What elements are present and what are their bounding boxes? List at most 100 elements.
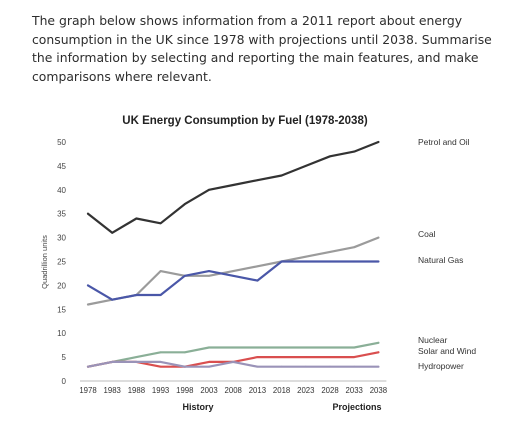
- data-point: [329, 365, 331, 368]
- series-label: Nuclear: [418, 335, 447, 345]
- data-point: [183, 203, 186, 206]
- y-tick-label: 25: [57, 258, 66, 267]
- x-tick-label: 1978: [79, 386, 96, 395]
- series-lines: [86, 140, 380, 368]
- data-point: [111, 231, 114, 234]
- data-point: [353, 246, 356, 249]
- series-label: Solar and Wind: [418, 346, 476, 356]
- data-point: [353, 150, 356, 153]
- x-tick-label: 2023: [297, 386, 314, 395]
- data-point: [87, 212, 89, 215]
- x-tick-label: 1993: [152, 386, 169, 395]
- series-label: Hydropower: [418, 361, 464, 371]
- y-tick-label: 0: [62, 377, 67, 386]
- data-point: [329, 260, 331, 263]
- data-point: [377, 341, 380, 344]
- x-tick-label: 1998: [176, 386, 193, 395]
- data-point: [232, 346, 235, 349]
- data-point: [304, 255, 307, 258]
- data-point: [256, 279, 259, 282]
- data-point: [280, 346, 283, 349]
- data-point: [329, 251, 331, 253]
- data-point: [232, 360, 235, 363]
- data-point: [377, 141, 380, 143]
- x-tick-label: 1983: [104, 386, 121, 395]
- data-point: [353, 356, 356, 358]
- data-point: [256, 179, 259, 182]
- data-point: [280, 174, 283, 177]
- y-tick-label: 15: [57, 305, 66, 314]
- data-point: [256, 265, 259, 268]
- data-point: [208, 346, 210, 349]
- data-point: [353, 346, 356, 349]
- data-point: [183, 351, 186, 354]
- x-tick-label: 2028: [321, 386, 338, 395]
- chart-title: UK Energy Consumption by Fuel (1978-2038…: [122, 115, 368, 127]
- x-tick-label: 2003: [200, 386, 217, 395]
- x-tick-label: 2018: [273, 386, 290, 395]
- task-prompt: The graph below shows information from a…: [32, 13, 492, 84]
- data-point: [135, 217, 138, 220]
- data-point: [159, 360, 162, 363]
- data-point: [87, 365, 89, 368]
- data-point: [183, 274, 186, 277]
- tick-labels: 0 5 10 15 20 25 30 35 40 45 50 1978 1983 1988 1993 1998…: [57, 138, 387, 395]
- data-point: [159, 351, 162, 354]
- data-point: [329, 155, 331, 158]
- data-point: [232, 270, 235, 272]
- data-point: [111, 298, 114, 301]
- data-point: [183, 365, 186, 368]
- data-point: [159, 294, 162, 296]
- series-label: Coal: [418, 229, 436, 239]
- data-point: [232, 274, 235, 277]
- data-point: [256, 365, 259, 368]
- data-point: [159, 270, 162, 272]
- series-label: Natural Gas: [418, 255, 463, 265]
- y-tick-label: 20: [57, 281, 66, 290]
- data-point: [280, 356, 283, 358]
- data-point: [304, 260, 307, 263]
- data-point: [353, 260, 356, 263]
- series-line-petrol-and-oil: [86, 140, 380, 234]
- series-label: Petrol and Oil: [418, 137, 470, 147]
- data-point: [304, 165, 307, 167]
- data-point: [304, 356, 307, 358]
- data-point: [135, 360, 138, 363]
- data-point: [208, 365, 210, 368]
- data-point: [377, 260, 380, 263]
- data-point: [208, 188, 210, 191]
- data-point: [377, 236, 380, 239]
- data-point: [280, 260, 283, 263]
- x-tick-label: 1988: [128, 386, 145, 395]
- y-axis-label: Quadrillion units: [40, 235, 49, 289]
- data-point: [159, 365, 162, 368]
- data-point: [208, 270, 210, 272]
- series-labels: Petrol and Oil Coal Natural Gas NuclearSola…: [418, 137, 476, 371]
- data-point: [135, 356, 138, 358]
- y-tick-label: 5: [62, 353, 67, 362]
- period-label-history: History: [182, 402, 213, 412]
- data-point: [159, 222, 162, 225]
- y-tick-label: 40: [57, 186, 66, 195]
- data-point: [256, 356, 259, 358]
- x-tick-label: 2013: [249, 386, 266, 395]
- data-point: [87, 284, 89, 287]
- data-point: [329, 356, 331, 358]
- data-point: [256, 346, 259, 349]
- data-point: [377, 365, 380, 368]
- y-tick-label: 50: [57, 138, 66, 147]
- data-point: [280, 365, 283, 368]
- series-line-solar-and-wind: [86, 351, 380, 368]
- x-tick-label: 2033: [346, 386, 363, 395]
- data-point: [135, 294, 138, 296]
- data-point: [208, 360, 210, 363]
- data-point: [232, 184, 235, 186]
- data-point: [304, 346, 307, 349]
- data-point: [208, 274, 210, 277]
- data-point: [111, 360, 114, 363]
- series-line-natural-gas: [86, 260, 380, 301]
- data-point: [87, 303, 89, 306]
- y-tick-label: 45: [57, 162, 66, 171]
- series-line-nuclear: [86, 341, 380, 368]
